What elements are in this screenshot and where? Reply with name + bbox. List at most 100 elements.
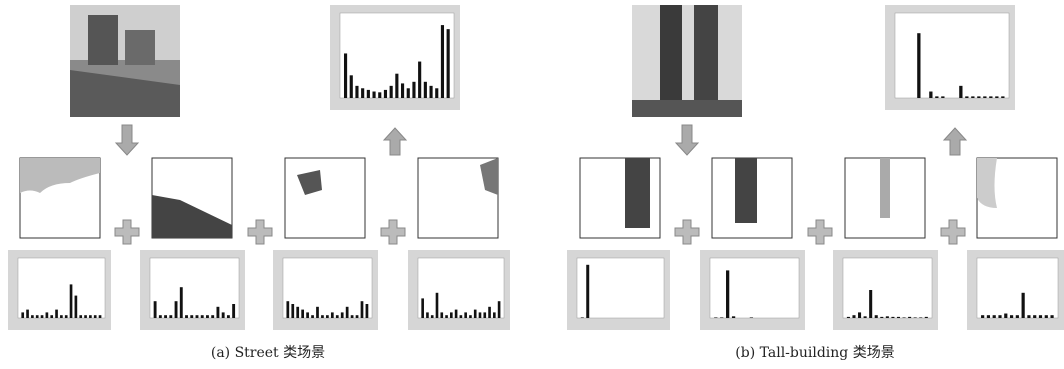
building-photo [632, 5, 742, 117]
histogram-bar [50, 315, 53, 318]
histogram-bar [875, 315, 878, 318]
histogram-bar [852, 315, 855, 318]
histogram-bar [445, 315, 448, 318]
histogram-bar [732, 316, 735, 318]
histogram-bar [750, 317, 753, 318]
histogram-bar [908, 317, 911, 318]
histogram-bar [498, 301, 501, 318]
histogram-bar [914, 317, 917, 318]
histogram-bar [41, 315, 44, 318]
histogram-bar [426, 312, 429, 318]
histogram-bar [460, 315, 463, 318]
histogram-plot [18, 258, 105, 318]
histogram-bar [401, 83, 404, 98]
histogram-bar [1045, 315, 1048, 318]
histogram-bar [351, 315, 354, 318]
histogram-bar [378, 92, 381, 98]
histogram-bar [407, 88, 410, 98]
histogram-bar [720, 317, 723, 318]
histogram-bar [311, 315, 314, 318]
histogram-bar [450, 312, 453, 318]
histogram-bar [917, 33, 920, 98]
histogram-plot [710, 258, 799, 318]
histogram-bar [1004, 314, 1007, 318]
histogram-bar [935, 96, 938, 98]
histogram-bar [36, 315, 39, 318]
histogram-bar [206, 315, 209, 318]
histogram-bar [31, 315, 34, 318]
histogram-bar [959, 86, 962, 98]
histogram-bar [989, 96, 992, 98]
histogram-bar [169, 315, 172, 318]
histogram-bar [216, 307, 219, 318]
histogram-bar [431, 315, 434, 318]
histogram-bar [435, 88, 438, 98]
histogram-bar [79, 315, 82, 318]
histogram-bar [998, 315, 1001, 318]
histogram-bar [1039, 315, 1042, 318]
histogram-bar [469, 315, 472, 318]
histogram-bar [1022, 293, 1025, 318]
histogram-bar [344, 53, 347, 98]
histogram-bar [154, 301, 157, 318]
histogram-bar [474, 310, 477, 318]
histogram-bar [395, 74, 398, 98]
histogram-bar [993, 315, 996, 318]
histogram-bar [412, 82, 415, 98]
histogram-bar [321, 315, 324, 318]
histogram-bar [331, 312, 334, 318]
histogram-bar [372, 92, 375, 98]
histogram-bar [355, 86, 358, 98]
histogram-bar [84, 315, 87, 318]
histogram-plot [843, 258, 932, 318]
histogram-bar [440, 312, 443, 318]
histogram-bar [185, 315, 188, 318]
histogram-bar [336, 315, 339, 318]
histogram-bar [326, 315, 329, 318]
histogram-bar [965, 96, 968, 98]
histogram-bar [447, 29, 450, 98]
histogram-bar [175, 301, 178, 318]
histogram-bar [1033, 315, 1036, 318]
histogram-bar [75, 296, 78, 318]
histogram-bar [1050, 315, 1053, 318]
arrows [116, 125, 966, 155]
histogram-bar [384, 90, 387, 98]
histogram-bar [94, 315, 97, 318]
histogram-bar [436, 293, 439, 318]
histogram-bar [880, 317, 883, 318]
histogram-bar [196, 315, 199, 318]
histogram-bar [981, 315, 984, 318]
street-photo [70, 5, 180, 117]
histogram-bar [995, 96, 998, 98]
caption: (b) Tall-building 类场景 [735, 345, 894, 361]
histogram-bar [26, 310, 29, 318]
histogram-bar [366, 304, 369, 318]
histogram-bar [886, 316, 889, 318]
histogram-bar [581, 317, 584, 318]
histogram-bar [971, 96, 974, 98]
histogram-bar [847, 317, 850, 318]
histogram-bar [390, 86, 393, 98]
histogram-bar [341, 312, 344, 318]
histogram-bar [60, 315, 63, 318]
histogram-bar [21, 312, 24, 318]
histogram-bar [891, 317, 894, 318]
histogram-bar [99, 315, 102, 318]
histogram-bar [424, 82, 427, 98]
histogram-bar [493, 312, 496, 318]
histogram-bar [89, 315, 92, 318]
caption: (a) Street 类场景 [211, 345, 325, 361]
histogram-bar [929, 92, 932, 98]
histogram-bar [987, 315, 990, 318]
histogram-bar [479, 312, 482, 318]
histogram-bar [222, 312, 225, 318]
histogram-bar [46, 312, 49, 318]
figure: (a) Street 类场景 (b) Tall-building 类场景 [0, 0, 1064, 369]
histogram-bar [1001, 96, 1004, 98]
histogram-bar [586, 265, 589, 318]
histogram-bar [350, 75, 353, 98]
histogram-bar [858, 312, 861, 318]
histogram-bar [418, 62, 421, 98]
histogram-bar [296, 307, 299, 318]
